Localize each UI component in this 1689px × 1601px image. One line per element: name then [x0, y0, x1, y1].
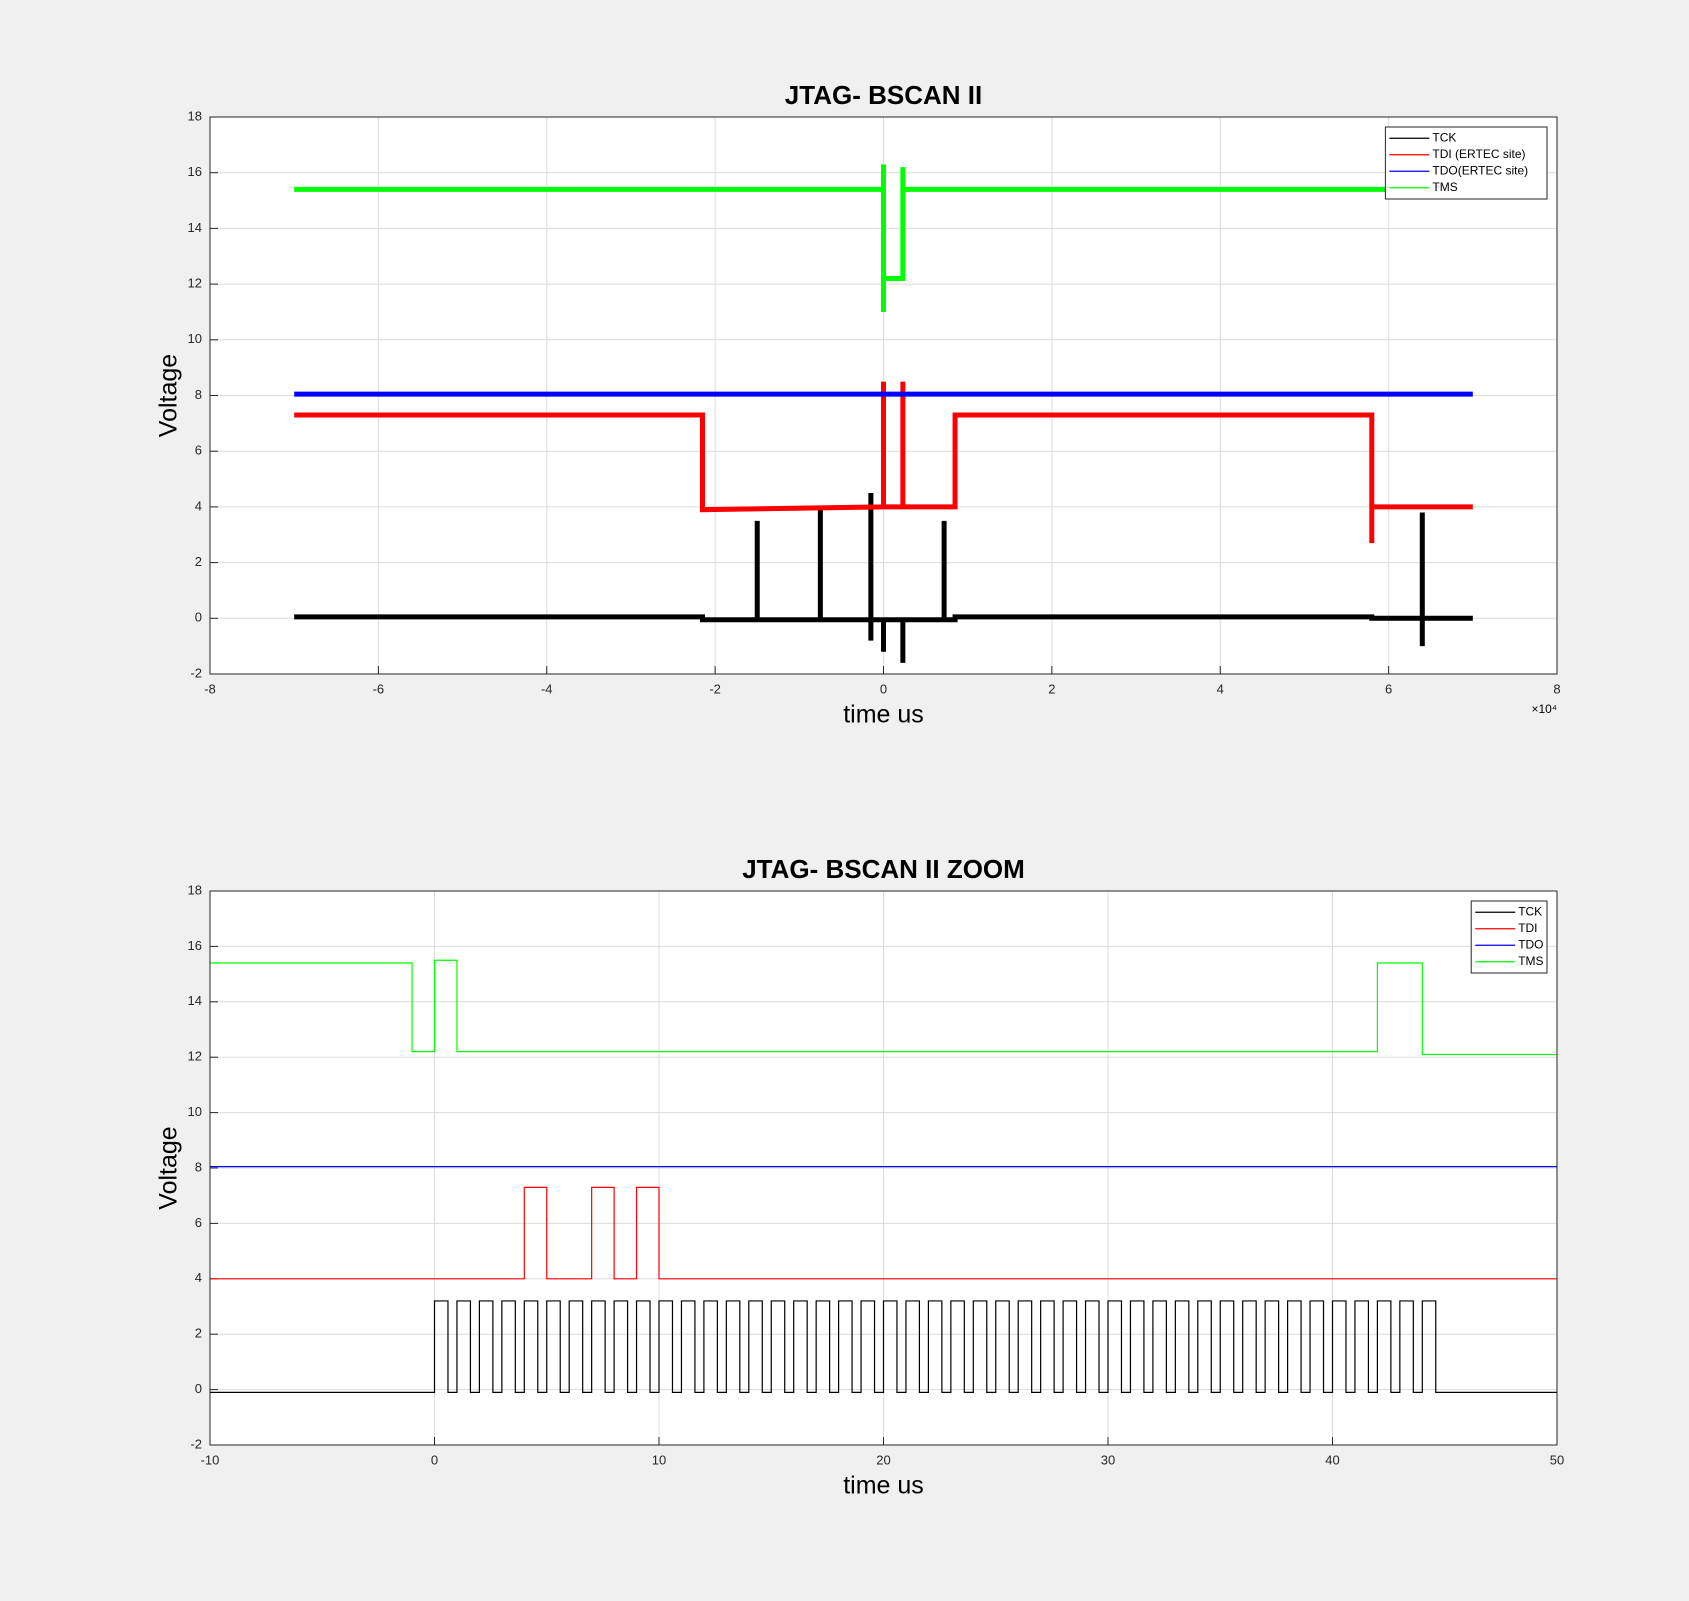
y-tick-label: 16: [188, 164, 202, 179]
x-tick-label: 30: [1101, 1452, 1115, 1467]
y-tick-label: 6: [195, 1215, 202, 1230]
x-tick-label: -6: [373, 681, 385, 696]
x-tick-label: 0: [431, 1452, 438, 1467]
y-tick-label: 8: [195, 1159, 202, 1174]
x-tick-label: 40: [1325, 1452, 1339, 1467]
y-axis-label: Voltage: [155, 354, 183, 437]
y-tick-label: 2: [195, 554, 202, 569]
x-tick-label: -8: [204, 681, 216, 696]
series-line: [294, 381, 1473, 544]
series-line: [210, 1186, 1557, 1280]
y-tick-label: 10: [188, 331, 202, 346]
x-tick-label: 0: [880, 681, 887, 696]
x-tick-label: 6: [1385, 681, 1392, 696]
x-tick-label: 8: [1553, 681, 1560, 696]
legend-label: TDI: [1518, 921, 1537, 935]
x-axis-label: time us: [843, 701, 924, 729]
legend-box: [1470, 900, 1548, 974]
y-tick-label: 4: [195, 498, 202, 513]
x-tick-label: 20: [876, 1452, 890, 1467]
y-tick-label: 0: [195, 610, 202, 625]
x-tick-label: 4: [1217, 681, 1224, 696]
axes-frame: [209, 890, 1558, 1446]
x-exponent: ×10⁴: [1531, 702, 1557, 716]
series-line: [210, 959, 1557, 1056]
legend-label: TDO(ERTEC site): [1432, 163, 1528, 177]
legend-label: TMS: [1518, 954, 1543, 968]
y-tick-label: 2: [195, 1326, 202, 1341]
y-tick-label: 14: [188, 993, 202, 1008]
y-tick-label: 18: [188, 882, 202, 897]
y-tick-label: 16: [188, 938, 202, 953]
y-tick-label: 8: [195, 387, 202, 402]
axes-frame: [209, 116, 1558, 675]
series-line: [210, 1300, 1557, 1393]
x-tick-label: 50: [1550, 1452, 1564, 1467]
x-tick-label: -2: [709, 681, 721, 696]
series-line: [294, 492, 1473, 663]
x-axis-label: time us: [843, 1472, 924, 1500]
chart-title: JTAG- BSCAN II ZOOM: [742, 854, 1025, 884]
y-tick-label: -2: [190, 665, 202, 680]
y-axis-label: Voltage: [155, 1126, 183, 1209]
chart-title: JTAG- BSCAN II: [785, 80, 982, 110]
x-tick-label: -10: [201, 1452, 220, 1467]
y-tick-label: 6: [195, 443, 202, 458]
series-line: [294, 164, 1473, 312]
y-tick-label: 12: [188, 1049, 202, 1064]
y-tick-label: 14: [188, 220, 202, 235]
x-tick-label: -4: [541, 681, 553, 696]
legend-label: TDO: [1518, 937, 1543, 951]
x-tick-label: 2: [1048, 681, 1055, 696]
y-tick-label: 0: [195, 1381, 202, 1396]
legend-box: [1384, 126, 1548, 200]
y-tick-label: 12: [188, 276, 202, 291]
legend-label: TMS: [1432, 180, 1457, 194]
legend-label: TDI (ERTEC site): [1432, 147, 1525, 161]
y-tick-label: 10: [188, 1104, 202, 1119]
legend-label: TCK: [1518, 904, 1542, 918]
y-tick-label: 4: [195, 1270, 202, 1285]
legend-label: TCK: [1432, 130, 1456, 144]
x-tick-label: 10: [652, 1452, 666, 1467]
y-tick-label: 18: [188, 108, 202, 123]
y-tick-label: -2: [190, 1436, 202, 1451]
